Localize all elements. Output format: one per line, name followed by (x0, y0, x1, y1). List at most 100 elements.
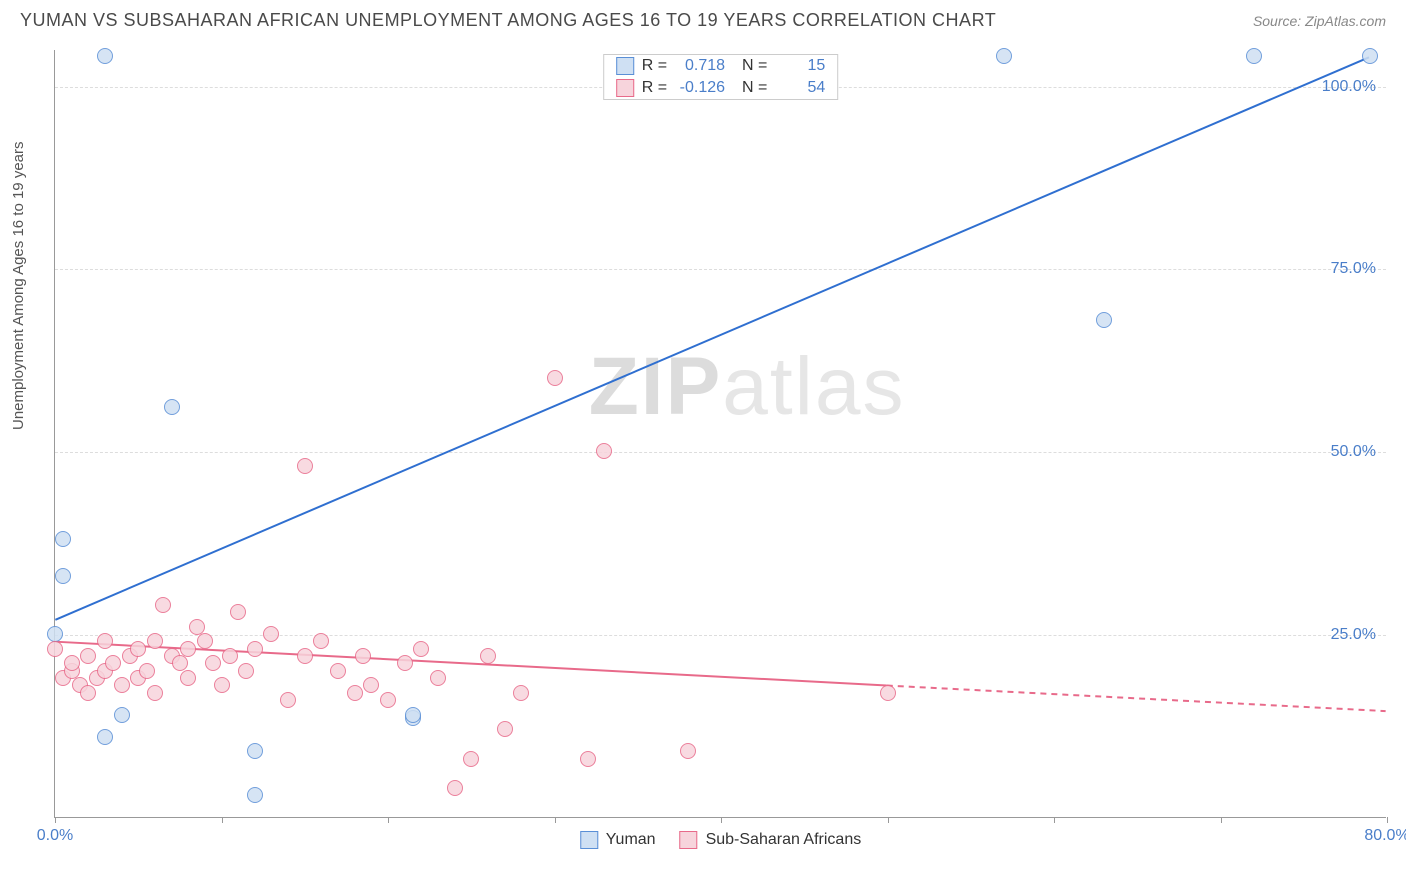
data-point (547, 370, 563, 386)
data-point (313, 633, 329, 649)
data-point (397, 655, 413, 671)
data-point (114, 707, 130, 723)
data-point (247, 787, 263, 803)
data-point (297, 648, 313, 664)
data-point (1246, 48, 1262, 64)
data-point (55, 531, 71, 547)
data-point (47, 641, 63, 657)
data-point (80, 685, 96, 701)
data-point (996, 48, 1012, 64)
data-point (97, 48, 113, 64)
data-point (330, 663, 346, 679)
data-point (139, 663, 155, 679)
legend-label-yuman: Yuman (606, 831, 656, 849)
r-value-subsaharan: -0.126 (675, 79, 725, 97)
data-point (189, 619, 205, 635)
data-point (155, 597, 171, 613)
x-tick (55, 817, 56, 823)
stats-row-subsaharan: R = -0.126 N = 54 (604, 77, 838, 99)
x-tick (555, 817, 556, 823)
x-tick-label: 0.0% (37, 827, 73, 845)
stats-row-yuman: R = 0.718 N = 15 (604, 55, 838, 77)
y-tick-label: 100.0% (1322, 78, 1376, 96)
data-point (297, 458, 313, 474)
y-tick-label: 50.0% (1331, 443, 1376, 461)
chart-header: YUMAN VS SUBSAHARAN AFRICAN UNEMPLOYMENT… (0, 0, 1406, 37)
gridline (55, 635, 1386, 636)
data-point (172, 655, 188, 671)
legend-item-yuman: Yuman (580, 831, 656, 849)
data-point (280, 692, 296, 708)
data-point (180, 670, 196, 686)
x-tick (1054, 817, 1055, 823)
legend-swatch-yuman (580, 831, 598, 849)
data-point (105, 655, 121, 671)
x-tick (888, 817, 889, 823)
x-tick-label: 80.0% (1364, 827, 1406, 845)
data-point (596, 443, 612, 459)
data-point (47, 626, 63, 642)
data-point (380, 692, 396, 708)
data-point (880, 685, 896, 701)
r-label: R = (642, 57, 667, 75)
trend-line (55, 57, 1369, 619)
chart-title: YUMAN VS SUBSAHARAN AFRICAN UNEMPLOYMENT… (20, 10, 996, 31)
x-tick (388, 817, 389, 823)
data-point (164, 399, 180, 415)
legend-item-subsaharan: Sub-Saharan Africans (680, 831, 862, 849)
swatch-yuman (616, 57, 634, 75)
data-point (214, 677, 230, 693)
legend-swatch-subsaharan (680, 831, 698, 849)
y-tick-label: 75.0% (1331, 260, 1376, 278)
data-point (55, 568, 71, 584)
data-point (347, 685, 363, 701)
bottom-legend: Yuman Sub-Saharan Africans (580, 831, 861, 849)
trend-line (887, 686, 1386, 712)
x-tick (222, 817, 223, 823)
n-label: N = (733, 79, 767, 97)
data-point (222, 648, 238, 664)
x-tick (1387, 817, 1388, 823)
source-attribution: Source: ZipAtlas.com (1253, 13, 1386, 29)
data-point (355, 648, 371, 664)
n-value-subsaharan: 54 (775, 79, 825, 97)
data-point (247, 743, 263, 759)
data-point (1096, 312, 1112, 328)
swatch-subsaharan (616, 79, 634, 97)
data-point (64, 655, 80, 671)
data-point (513, 685, 529, 701)
n-label: N = (733, 57, 767, 75)
watermark-text: ZIPatlas (589, 340, 906, 434)
r-label: R = (642, 79, 667, 97)
gridline (55, 452, 1386, 453)
data-point (230, 604, 246, 620)
data-point (447, 780, 463, 796)
data-point (130, 641, 146, 657)
data-point (147, 633, 163, 649)
data-point (205, 655, 221, 671)
data-point (680, 743, 696, 759)
data-point (405, 707, 421, 723)
data-point (463, 751, 479, 767)
y-axis-label: Unemployment Among Ages 16 to 19 years (10, 141, 27, 430)
trend-lines-layer (55, 50, 1386, 817)
data-point (114, 677, 130, 693)
x-tick (1221, 817, 1222, 823)
chart-plot-area: ZIPatlas 25.0%50.0%75.0%100.0% 0.0%80.0%… (54, 50, 1386, 818)
data-point (263, 626, 279, 642)
data-point (238, 663, 254, 679)
data-point (413, 641, 429, 657)
data-point (180, 641, 196, 657)
data-point (97, 729, 113, 745)
gridline (55, 269, 1386, 270)
data-point (247, 641, 263, 657)
y-tick-label: 25.0% (1331, 626, 1376, 644)
x-tick (721, 817, 722, 823)
data-point (497, 721, 513, 737)
data-point (80, 648, 96, 664)
data-point (147, 685, 163, 701)
r-value-yuman: 0.718 (675, 57, 725, 75)
n-value-yuman: 15 (775, 57, 825, 75)
data-point (363, 677, 379, 693)
data-point (1362, 48, 1378, 64)
